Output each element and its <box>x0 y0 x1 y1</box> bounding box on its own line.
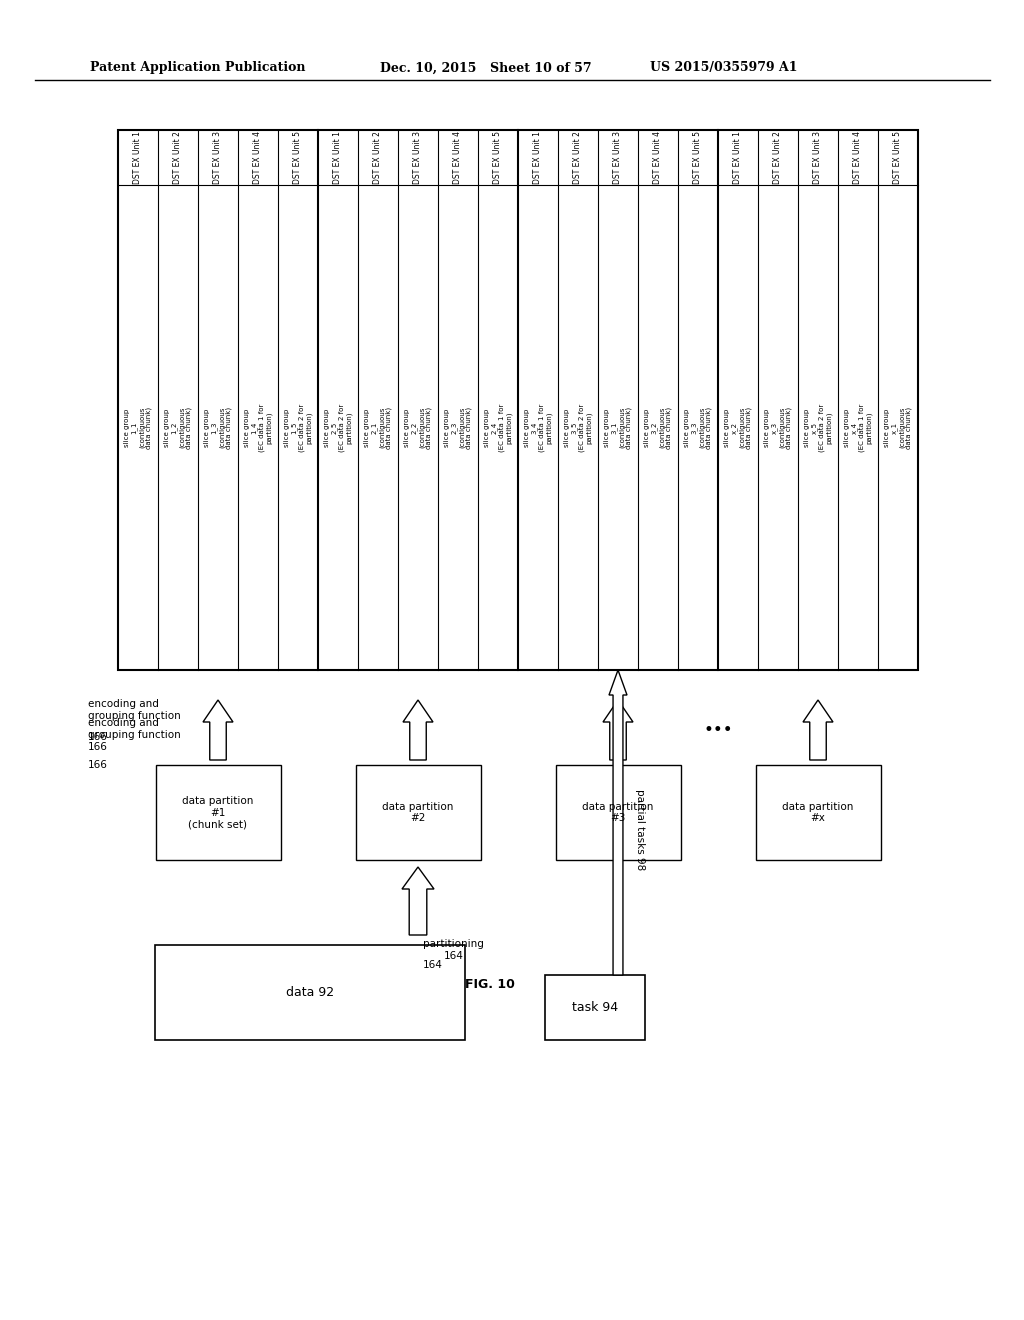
Text: slice group
1_4
(EC data 1 for
partition): slice group 1_4 (EC data 1 for partition… <box>244 404 272 451</box>
Text: DST EX Unit 4: DST EX Unit 4 <box>454 131 463 183</box>
Text: Patent Application Publication: Patent Application Publication <box>90 62 305 74</box>
Text: partitioning
164: partitioning 164 <box>423 940 484 961</box>
Text: DST EX Unit 5: DST EX Unit 5 <box>894 131 902 183</box>
Text: DST EX Unit 5: DST EX Unit 5 <box>494 131 503 183</box>
Text: DST EX Unit 4: DST EX Unit 4 <box>853 131 862 183</box>
Text: data partition
#1
(chunk set): data partition #1 (chunk set) <box>182 796 254 829</box>
Text: slice group
1_1
(contiguous
data chunk): slice group 1_1 (contiguous data chunk) <box>124 407 153 449</box>
Text: partial tasks 98: partial tasks 98 <box>635 789 645 871</box>
Text: slice group
2_4
(EC data 1 for
partition): slice group 2_4 (EC data 1 for partition… <box>483 404 512 451</box>
Text: 166: 166 <box>88 760 108 770</box>
Text: data partition
#2: data partition #2 <box>382 801 454 824</box>
Text: slice group
x_1
(contiguous
data chunk): slice group x_1 (contiguous data chunk) <box>884 407 912 449</box>
Text: slice group
x_5
(EC data 2 for
partition): slice group x_5 (EC data 2 for partition… <box>804 404 833 451</box>
Text: task 94: task 94 <box>572 1001 618 1014</box>
Text: slice group
x_3
(contiguous
data chunk): slice group x_3 (contiguous data chunk) <box>764 407 793 449</box>
Text: FIG. 10: FIG. 10 <box>465 978 515 991</box>
Text: Sheet 10 of 57: Sheet 10 of 57 <box>490 62 592 74</box>
Text: DST EX Unit 2: DST EX Unit 2 <box>573 131 583 183</box>
Polygon shape <box>609 671 627 975</box>
Text: encoding and
grouping function: encoding and grouping function <box>88 700 181 721</box>
Text: slice group
x_2
(contiguous
data chunk): slice group x_2 (contiguous data chunk) <box>724 407 753 449</box>
Text: DST EX Unit 5: DST EX Unit 5 <box>294 131 302 183</box>
Bar <box>355 766 480 861</box>
Text: slice group
1_2
(contiguous
data chunk): slice group 1_2 (contiguous data chunk) <box>164 407 193 449</box>
Text: slice group
2_3
(contiguous
data chunk): slice group 2_3 (contiguous data chunk) <box>443 407 472 449</box>
Text: DST EX Unit 2: DST EX Unit 2 <box>374 131 383 183</box>
Text: 166: 166 <box>88 733 108 742</box>
Bar <box>756 766 881 861</box>
Text: data partition
#3: data partition #3 <box>583 801 653 824</box>
Text: DST EX Unit 3: DST EX Unit 3 <box>613 131 623 183</box>
Text: DST EX Unit 1: DST EX Unit 1 <box>334 131 342 183</box>
Text: DST EX Unit 2: DST EX Unit 2 <box>173 131 182 183</box>
Text: slice group
2_2
(contiguous
data chunk): slice group 2_2 (contiguous data chunk) <box>403 407 432 449</box>
Text: DST EX Unit 3: DST EX Unit 3 <box>414 131 423 183</box>
Polygon shape <box>403 700 433 760</box>
Text: DST EX Unit 1: DST EX Unit 1 <box>733 131 742 183</box>
Text: slice group
1_3
(contiguous
data chunk): slice group 1_3 (contiguous data chunk) <box>204 407 232 449</box>
Text: encoding and
grouping function
166: encoding and grouping function 166 <box>88 718 181 751</box>
Polygon shape <box>603 700 633 760</box>
Bar <box>545 975 645 1040</box>
Text: 164: 164 <box>423 960 442 970</box>
Text: data 92: data 92 <box>286 986 334 999</box>
Bar <box>555 766 681 861</box>
Text: slice group
3_2
(contiguous
data chunk): slice group 3_2 (contiguous data chunk) <box>644 407 673 449</box>
Text: DST EX Unit 4: DST EX Unit 4 <box>254 131 262 183</box>
Text: data partition
#x: data partition #x <box>782 801 854 824</box>
Text: slice group
2_1
(contiguous
data chunk): slice group 2_1 (contiguous data chunk) <box>364 407 392 449</box>
Text: US 2015/0355979 A1: US 2015/0355979 A1 <box>650 62 798 74</box>
Text: DST EX Unit 1: DST EX Unit 1 <box>133 131 142 183</box>
Text: slice group
3_3
(contiguous
data chunk): slice group 3_3 (contiguous data chunk) <box>684 407 713 449</box>
Text: slice group
3_1
(contiguous
data chunk): slice group 3_1 (contiguous data chunk) <box>603 407 633 449</box>
Text: slice group
1_5
(EC data 2 for
partition): slice group 1_5 (EC data 2 for partition… <box>284 404 312 451</box>
Bar <box>156 766 281 861</box>
Text: DST EX Unit 1: DST EX Unit 1 <box>534 131 543 183</box>
Polygon shape <box>402 867 434 935</box>
Text: DST EX Unit 3: DST EX Unit 3 <box>213 131 222 183</box>
Polygon shape <box>803 700 833 760</box>
Text: DST EX Unit 5: DST EX Unit 5 <box>693 131 702 183</box>
Text: slice group
2_5
(EC data 2 for
partition): slice group 2_5 (EC data 2 for partition… <box>324 404 352 451</box>
Text: slice group
x_4
(EC data 1 for
partition): slice group x_4 (EC data 1 for partition… <box>844 404 872 451</box>
Text: •••: ••• <box>703 721 733 739</box>
Bar <box>155 945 465 1040</box>
Polygon shape <box>203 700 233 760</box>
Text: DST EX Unit 2: DST EX Unit 2 <box>773 131 782 183</box>
Text: Dec. 10, 2015: Dec. 10, 2015 <box>380 62 476 74</box>
Text: slice group
3_5
(EC data 2 for
partition): slice group 3_5 (EC data 2 for partition… <box>563 404 592 451</box>
Text: slice group
3_4
(EC data 1 for
partition): slice group 3_4 (EC data 1 for partition… <box>523 404 552 451</box>
Bar <box>118 129 918 671</box>
Text: DST EX Unit 4: DST EX Unit 4 <box>653 131 663 183</box>
Text: DST EX Unit 3: DST EX Unit 3 <box>813 131 822 183</box>
